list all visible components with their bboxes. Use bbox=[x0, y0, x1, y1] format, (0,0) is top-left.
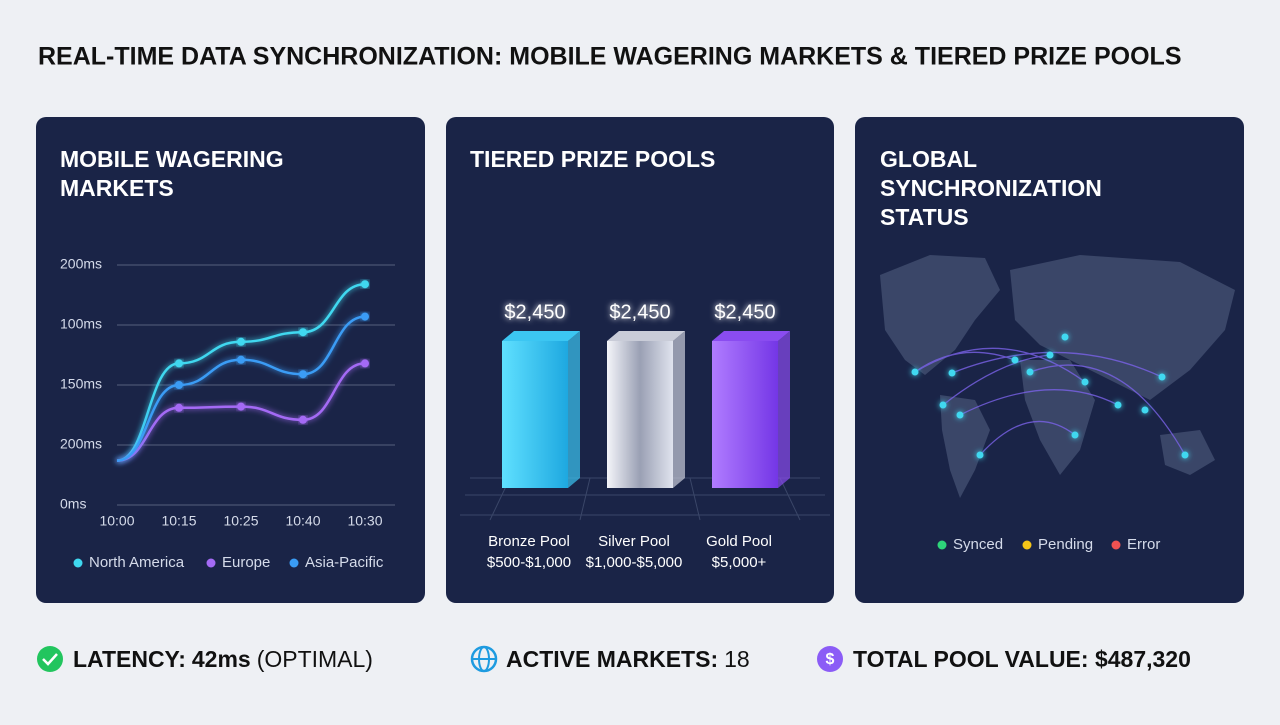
x-tick-label: 10:25 bbox=[223, 513, 258, 529]
point bbox=[175, 381, 183, 389]
panel-title: GLOBAL SYNCHRONIZATION STATUS bbox=[880, 146, 1102, 230]
legend-swatch bbox=[1022, 540, 1032, 550]
point bbox=[361, 280, 369, 289]
bar-top bbox=[607, 331, 685, 341]
panel-title: TIERED PRIZE POOLS bbox=[470, 146, 715, 172]
legend-swatch bbox=[73, 558, 83, 568]
point bbox=[299, 415, 307, 424]
value-label: $2,450 bbox=[714, 301, 775, 323]
point bbox=[299, 328, 307, 337]
legend-label: North America bbox=[89, 554, 185, 571]
category-range: $1,000-$5,000 bbox=[586, 554, 683, 571]
legend-swatch bbox=[206, 558, 216, 568]
world-map bbox=[880, 255, 1235, 498]
point bbox=[237, 355, 245, 364]
y-tick-label: 0ms bbox=[60, 496, 86, 512]
series-line bbox=[116, 282, 366, 462]
x-tick-label: 10:00 bbox=[99, 513, 134, 529]
stat-part: (OPTIMAL) bbox=[257, 646, 373, 672]
y-tick-label: 200ms bbox=[60, 256, 102, 272]
point bbox=[175, 359, 183, 368]
value-label: $2,450 bbox=[504, 301, 565, 323]
svg-text:$: $ bbox=[826, 651, 835, 668]
point bbox=[175, 403, 183, 412]
point bbox=[237, 402, 245, 411]
x-tick-label: 10:15 bbox=[161, 513, 196, 529]
y-tick-label: 100ms bbox=[60, 316, 102, 332]
legend-swatch bbox=[937, 540, 947, 550]
stat-icons: $ bbox=[37, 645, 843, 673]
point bbox=[237, 337, 245, 346]
x-tick-label: 10:40 bbox=[285, 513, 320, 529]
title-line: TIERED PRIZE POOLS bbox=[470, 146, 715, 172]
y-tick-label: 200ms bbox=[60, 436, 102, 452]
stat: LATENCY: 42ms (OPTIMAL) bbox=[73, 646, 373, 672]
stat-part: LATENCY: bbox=[73, 646, 186, 672]
point bbox=[361, 359, 369, 368]
x-tick-label: 10:30 bbox=[347, 513, 382, 529]
stat-part: TOTAL POOL VALUE: $487,320 bbox=[853, 646, 1191, 672]
legend-swatch bbox=[289, 558, 299, 568]
legend-label: Europe bbox=[222, 554, 270, 571]
legend-swatch bbox=[1111, 540, 1121, 550]
panel-title: MOBILE WAGERING MARKETS bbox=[60, 146, 284, 201]
legend-label: Synced bbox=[953, 536, 1003, 553]
title-line: SYNCHRONIZATION bbox=[880, 175, 1102, 201]
x-tick-label: Silver Pool bbox=[598, 533, 670, 550]
bar bbox=[502, 341, 568, 488]
title-line: GLOBAL bbox=[880, 146, 977, 172]
value-label: $2,450 bbox=[609, 301, 670, 323]
bar-top bbox=[712, 331, 790, 341]
point bbox=[299, 370, 307, 379]
x-tick-label: Bronze Pool bbox=[488, 533, 570, 550]
legend-label: Asia-Pacific bbox=[305, 554, 384, 571]
stat-part: 42ms bbox=[192, 646, 251, 672]
legend-label: Pending bbox=[1038, 536, 1093, 553]
bar-side bbox=[568, 331, 580, 488]
point bbox=[361, 312, 369, 321]
category-range: $500-$1,000 bbox=[487, 554, 571, 571]
title-line: STATUS bbox=[880, 204, 969, 230]
y-tick-label: 150ms bbox=[60, 376, 102, 392]
bar bbox=[712, 341, 778, 488]
stat-part: 18 bbox=[724, 646, 750, 672]
stat: ACTIVE MARKETS: 18 bbox=[506, 646, 750, 672]
legend-label: Error bbox=[1127, 536, 1160, 553]
bar-side bbox=[778, 331, 790, 488]
title-line: MARKETS bbox=[60, 175, 174, 201]
page-title: REAL-TIME DATA SYNCHRONIZATION: MOBILE W… bbox=[38, 43, 1182, 71]
bar-side bbox=[673, 331, 685, 488]
stat-part: ACTIVE MARKETS: bbox=[506, 646, 718, 672]
bar bbox=[607, 341, 673, 488]
category-range: $5,000+ bbox=[712, 554, 767, 571]
x-tick-label: Gold Pool bbox=[706, 533, 772, 550]
title-line: MOBILE WAGERING bbox=[60, 146, 284, 172]
bar-top bbox=[502, 331, 580, 341]
stat: TOTAL POOL VALUE: $487,320 bbox=[853, 646, 1191, 672]
